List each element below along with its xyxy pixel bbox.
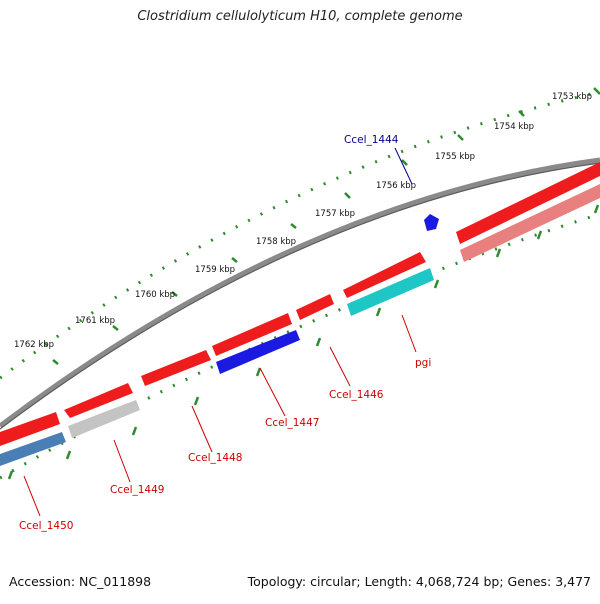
- gene-feature-pgi-neighbor: [343, 252, 426, 298]
- inner-tick-4: [375, 307, 382, 317]
- inner-ruler-track: [0, 212, 600, 480]
- map-title: Clostridium cellulolyticum H10, complete…: [137, 9, 463, 24]
- gene-label-line-5: [113, 439, 131, 483]
- outer-tick-9: [52, 359, 59, 365]
- scale-label-6: 1759 kbp: [195, 265, 235, 275]
- gene-feature-ccel-1449: [64, 383, 133, 418]
- inner-tick-3: [433, 279, 440, 289]
- gene-feature-rev-gray: [68, 400, 140, 438]
- scale-label-8: 1761 kbp: [75, 316, 115, 326]
- genome-summary-text: Topology: circular; Length: 4,068,724 bp…: [247, 574, 591, 589]
- gene-feature-ccel-1450: [0, 412, 60, 446]
- outer-major-ticks: [52, 87, 600, 365]
- backbone-inner: [0, 162, 600, 430]
- backbone-outer: [0, 157, 600, 428]
- gene-label-line-2: [329, 346, 351, 387]
- inner-tick-6: [255, 367, 262, 377]
- outer-tick-3: [401, 159, 408, 166]
- gene-label-5: Ccel_1449: [110, 484, 164, 496]
- inner-tick-2: [495, 248, 502, 258]
- gene-feature-ccel-1448: [141, 350, 211, 386]
- outer-tick-0: [593, 87, 600, 95]
- gene-label-1: pgi: [415, 357, 431, 369]
- outer-tick-7: [171, 291, 178, 297]
- outer-tick-5: [290, 223, 297, 229]
- inner-tick-10: [7, 470, 14, 480]
- gene-label-0: Ccel_1444: [344, 134, 399, 146]
- gene-label-4: Ccel_1448: [188, 452, 242, 464]
- gene-feature-ccel-1444: [424, 214, 439, 231]
- gene-label-6: Ccel_1450: [19, 520, 73, 532]
- gene-label-line-6: [23, 475, 41, 517]
- gene-feature-ccel-1446: [296, 294, 334, 320]
- scale-label-9: 1762 kbp: [14, 340, 54, 350]
- gene-label-line-1: [401, 314, 417, 353]
- outer-tick-1: [518, 110, 525, 117]
- outer-tick-2: [457, 134, 464, 141]
- scale-labels: 1753 kbp 1754 kbp 1755 kbp 1756 kbp 1757 kbp…: [14, 92, 592, 350]
- inner-major-ticks: [7, 204, 600, 480]
- gene-feature-ccel-1447: [212, 313, 292, 356]
- outer-tick-6: [231, 257, 238, 263]
- gene-label-2: Ccel_1446: [329, 389, 384, 401]
- scale-label-2: 1755 kbp: [435, 152, 475, 162]
- gene-features: [0, 162, 600, 466]
- scale-label-7: 1760 kbp: [135, 290, 175, 300]
- gene-feature-rev-blue: [216, 330, 300, 374]
- gene-label-line-0: [394, 147, 413, 185]
- gene-feature-rev-steel: [0, 432, 66, 466]
- inner-tick-1: [536, 230, 543, 240]
- gene-feature-rev-pink: [460, 184, 600, 262]
- inner-tick-7: [193, 396, 200, 406]
- inner-tick-8: [131, 426, 138, 436]
- scale-label-5: 1758 kbp: [256, 237, 296, 247]
- scale-label-4: 1757 kbp: [315, 209, 355, 219]
- accession-text: Accession: NC_011898: [9, 574, 152, 589]
- outer-tick-8: [112, 325, 119, 331]
- gene-feature-fwd-0: [456, 162, 600, 244]
- inner-tick-5: [315, 337, 322, 347]
- gene-label-line-3: [259, 367, 286, 417]
- inner-tick-0: [593, 204, 600, 214]
- gene-feature-pgi: [347, 268, 434, 316]
- scale-label-3: 1756 kbp: [376, 181, 416, 191]
- scale-label-0: 1753 kbp: [552, 92, 592, 102]
- gene-label-3: Ccel_1447: [265, 417, 319, 429]
- scale-label-1: 1754 kbp: [494, 122, 534, 132]
- outer-tick-4: [344, 192, 351, 199]
- inner-tick-9: [65, 450, 72, 460]
- gene-label-line-4: [191, 405, 213, 453]
